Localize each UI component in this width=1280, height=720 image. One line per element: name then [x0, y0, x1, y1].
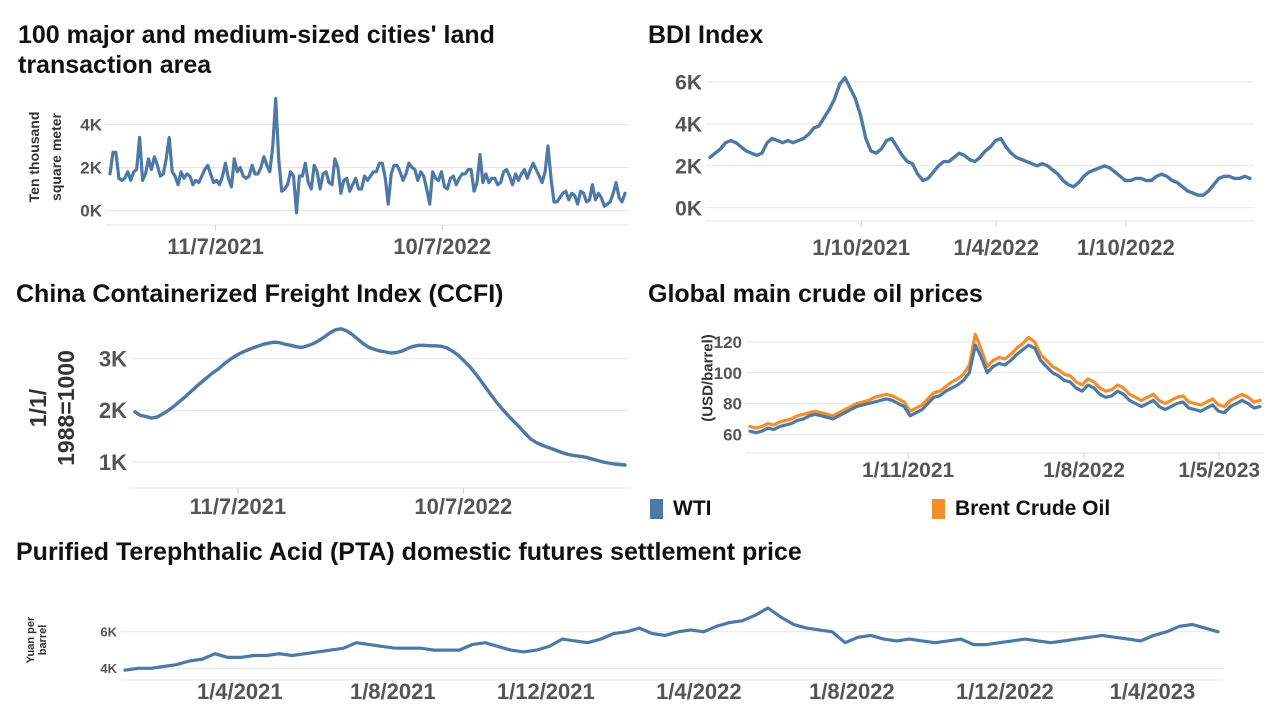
pta-series-value-line: [123, 606, 1220, 672]
crude-y-tick-label: 120: [714, 333, 742, 352]
pta-x-tick-label: 1/8/2021: [350, 679, 436, 704]
ccfi-y-axis-label: 1/1/1988=1000: [25, 350, 79, 466]
bdi-y-tick-label: 4K: [675, 113, 702, 136]
bdi-series-value-line: [708, 76, 1252, 197]
ccfi-series-value-line: [133, 327, 627, 467]
crude-x-tick-label: 1/8/2022: [1043, 459, 1125, 482]
ccfi-y-tick-label: 3K: [99, 347, 127, 372]
pta-x-tick-label: 1/4/2023: [1110, 679, 1196, 704]
crude-legend-wti: WTI: [650, 497, 711, 521]
crude-y-tick-label: 60: [723, 425, 742, 444]
ccfi-x-tick-label: 11/7/2021: [190, 494, 287, 519]
pta-y-tick-label: 6K: [100, 624, 117, 639]
pta-x-tick-label: 1/4/2022: [656, 679, 742, 704]
pta-y-tick-label: 4K: [100, 661, 117, 676]
ccfi-y-tick-label: 1K: [99, 450, 127, 475]
land-y-tick-label: 2K: [80, 159, 102, 178]
land-y-tick-label: 0K: [80, 202, 102, 221]
pta-x-tick-label: 1/12/2021: [497, 679, 595, 704]
land-y-axis-label-line: square meter: [48, 112, 64, 200]
crude-x-tick-label: 1/5/2023: [1178, 459, 1260, 482]
ccfi-chart-title: China Containerized Freight Index (CCFI): [16, 280, 504, 308]
wti-legend-label: WTI: [673, 497, 712, 520]
bdi-y-tick-label: 6K: [675, 71, 702, 94]
bdi-chart-title: BDI Index: [648, 21, 764, 49]
crude-y-tick-label: 100: [714, 364, 742, 383]
bdi-index-chart: 0K 2K 4K 6K 1/10/2021 1/4/2022 1/10/2022: [675, 71, 1254, 260]
bdi-x-tick-label: 1/4/2022: [953, 235, 1039, 260]
bdi-y-tick-label: 0K: [675, 197, 702, 220]
brent-legend-label: Brent Crude Oil: [955, 497, 1111, 520]
pta-price-chart: 4K 6K 1/4/2021 1/8/2021 1/12/2021 1/4/2022 1/8…: [25, 606, 1222, 704]
pta-y-axis-label: Yuan per barrel: [25, 616, 49, 663]
crude-y-axis-label: (USD/barrel): [699, 334, 716, 422]
bdi-x-tick-label: 1/10/2022: [1077, 235, 1175, 260]
ccfi-x-tick-label: 10/7/2022: [414, 494, 512, 519]
bdi-x-tick-label: 1/10/2021: [812, 235, 910, 260]
pta-chart-title: Purified Terephthalic Acid (PTA) domesti…: [16, 538, 802, 566]
land-y-tick-label: 4K: [80, 116, 102, 135]
ccfi-y-tick-label: 2K: [99, 398, 127, 423]
land-transaction-chart: 0K 2K 4K 11/7/2021 10/7/2022 Ten thousand squa…: [26, 97, 629, 259]
pta-y-axis-label-line: barrel: [37, 625, 49, 656]
crude-legend-brent: Brent Crude Oil: [932, 497, 1110, 521]
wti-swatch: [650, 499, 663, 519]
crude-x-tick-label: 1/11/2021: [862, 459, 955, 482]
crude-series-wti-line: [748, 343, 1262, 435]
pta-y-axis-label-line: Yuan per: [25, 616, 37, 663]
crude-chart-title: Global main crude oil prices: [648, 280, 983, 308]
land-series-value-line: [108, 97, 627, 215]
brent-swatch: [932, 499, 945, 519]
crude-y-tick-label: 80: [723, 395, 742, 414]
ccfi-y-axis-label-line: 1988=1000: [53, 350, 79, 466]
ccfi-y-axis-label-line: 1/1/: [25, 388, 51, 427]
land-y-axis-label: Ten thousand square meter: [26, 112, 64, 203]
pta-x-tick-label: 1/4/2021: [197, 679, 283, 704]
crude-series-brent-crude-oil-line: [748, 332, 1262, 430]
pta-x-tick-label: 1/8/2022: [809, 679, 895, 704]
land-x-tick-label: 11/7/2021: [167, 234, 264, 259]
crude-oil-chart: 60 80 100 120 1/11/2021 1/8/2022 1/5/2023 (USD/…: [699, 332, 1264, 482]
land-y-axis-label-line: Ten thousand: [26, 112, 42, 203]
pta-x-tick-label: 1/12/2022: [956, 679, 1054, 704]
ccfi-chart: 1K 2K 3K 11/7/2021 10/7/2022 1/1/1988=1000: [25, 327, 629, 519]
bdi-y-tick-label: 2K: [675, 155, 702, 178]
land-chart-title: 100 major and medium-sized cities' land …: [18, 21, 495, 79]
crude-y-axis-label-line: (USD/barrel): [699, 334, 716, 422]
land-x-tick-label: 10/7/2022: [393, 234, 491, 259]
